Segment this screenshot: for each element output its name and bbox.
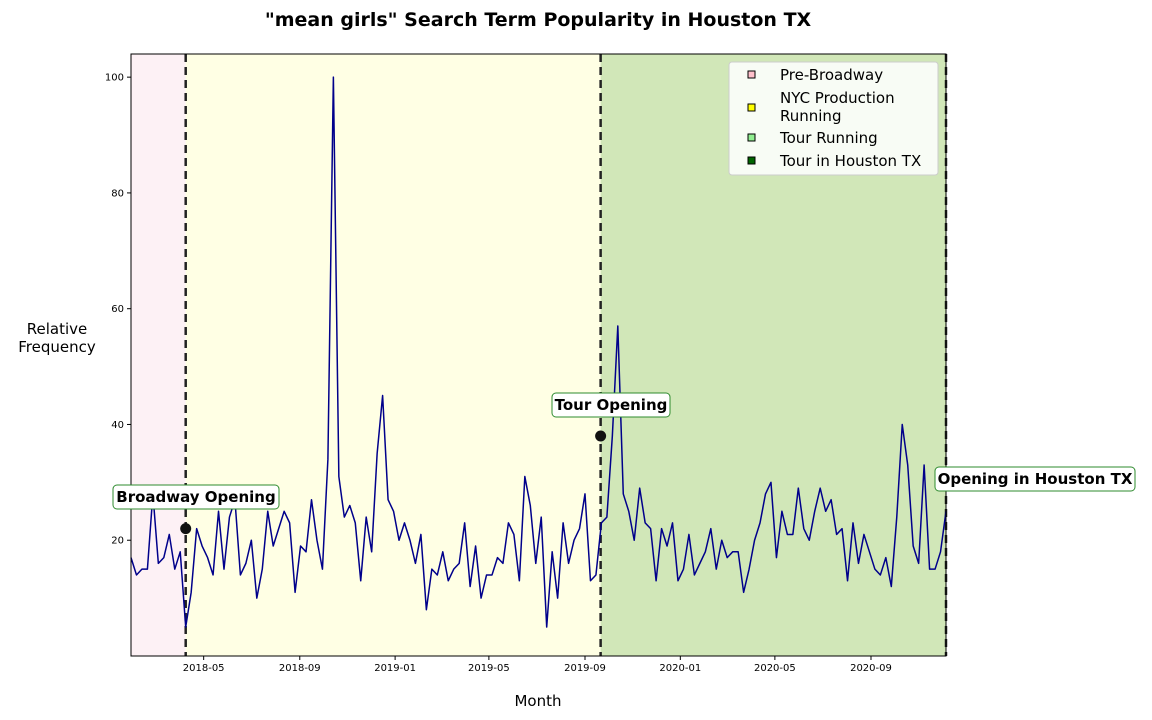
y-tick-label-0: 20 (111, 536, 124, 547)
event-label-box-0 (112, 484, 280, 510)
plot-frame (130, 53, 947, 657)
event-label-box-2 (934, 466, 1136, 492)
legend-swatch-1 (747, 103, 756, 112)
y-tick-label-1: 40 (111, 420, 124, 431)
axes: 20 40 60 80 100 2018-05 2018-09 2019-01 2019-05 2… (105, 53, 947, 674)
series-lines (130, 76, 947, 628)
period-band-1 (185, 54, 601, 656)
legend-label-3: Tour in Houston TX (779, 152, 921, 170)
y-tick-label-3: 80 (111, 188, 124, 199)
legend-swatch-0 (747, 70, 756, 79)
x-tick-label-5: 2020-01 (659, 663, 701, 674)
legend-label-1: NYC Production Running (780, 89, 895, 125)
x-tick-label-0: 2018-05 (183, 663, 225, 674)
series-line-0 (130, 76, 947, 628)
x-tick-label-6: 2020-05 (754, 663, 796, 674)
event-marker-1 (595, 430, 607, 442)
legend-box (728, 61, 939, 176)
event-label-2: Opening in Houston TX (938, 470, 1133, 488)
x-axis-label: Month (514, 692, 561, 710)
y-axis-label: Relative Frequency (18, 320, 96, 356)
event-label-1: Tour Opening (555, 396, 668, 414)
legend-swatch-3 (747, 156, 756, 165)
x-tick-label-4: 2019-09 (564, 663, 606, 674)
event-label-box-1 (551, 392, 671, 418)
period-band-0 (131, 54, 186, 656)
legend: Pre-Broadway NYC Production Running Tour Ru… (728, 61, 939, 176)
legend-label-0: Pre-Broadway (780, 66, 883, 84)
event-marker-0 (180, 523, 192, 535)
event-label-0: Broadway Opening (116, 488, 275, 506)
x-tick-label-1: 2018-09 (279, 663, 321, 674)
y-tick-label-4: 100 (105, 73, 124, 84)
legend-label-2: Tour Running (779, 129, 878, 147)
period-backgrounds (131, 54, 946, 656)
x-tick-label-2: 2019-01 (374, 663, 416, 674)
x-tick-label-7: 2020-09 (850, 663, 892, 674)
legend-swatch-2 (747, 133, 756, 142)
x-tick-label-3: 2019-05 (468, 663, 510, 674)
chart-title: "mean girls" Search Term Popularity in H… (265, 9, 812, 31)
event-annotations: Broadway Opening Tour Opening Opening in H… (112, 392, 1136, 535)
y-tick-label-2: 60 (111, 304, 124, 315)
